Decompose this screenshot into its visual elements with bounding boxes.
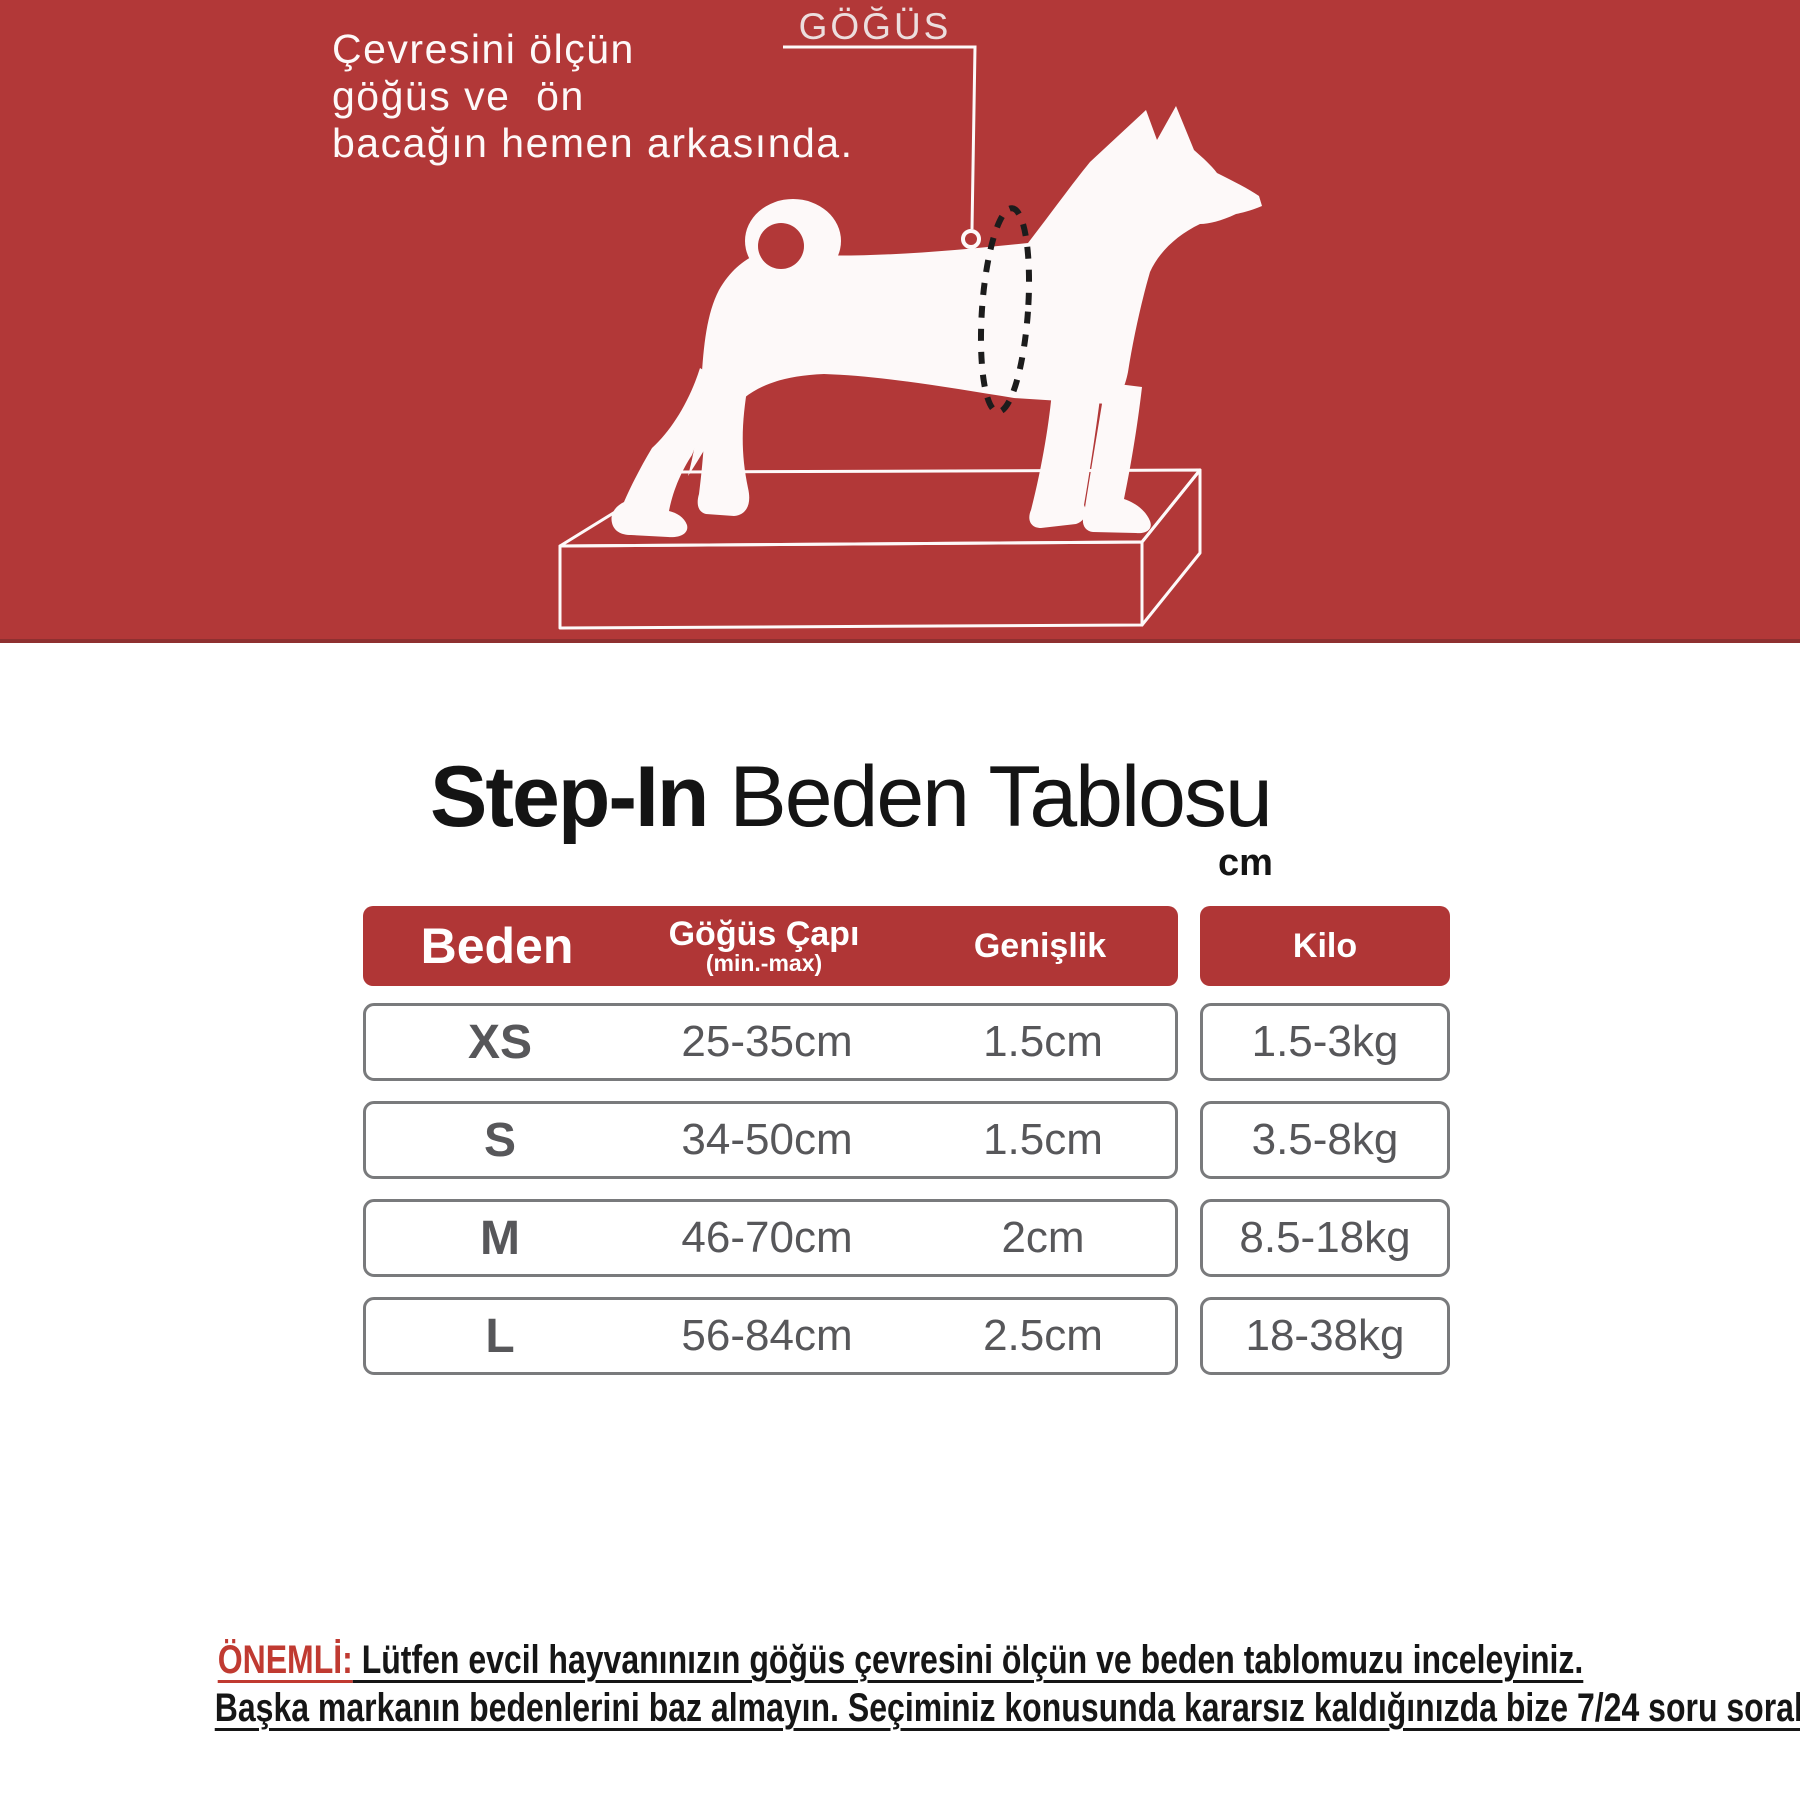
size-chart-title: Step-In Beden Tablosu bbox=[430, 748, 1273, 847]
header-chest-label: Göğüs Çapı bbox=[668, 915, 860, 953]
measurement-banner: Çevresini ölçün göğüs ve ön bacağın heme… bbox=[0, 0, 1800, 643]
row-weight-value: 8.5-18kg bbox=[1239, 1213, 1411, 1262]
title-product-name: Step-In bbox=[430, 749, 709, 845]
header-chest-subnote: (min.-max) bbox=[705, 950, 823, 976]
chest-point-label: GÖĞÜS bbox=[798, 6, 952, 47]
row-size-value: L bbox=[485, 1309, 515, 1363]
table-row-weight: 1.5-3kg bbox=[1200, 1003, 1450, 1081]
row-width-value: 2cm bbox=[1001, 1213, 1085, 1262]
table-row: M 46-70cm 2cm bbox=[363, 1199, 1178, 1277]
table-row-weight: 3.5-8kg bbox=[1200, 1101, 1450, 1179]
dog-silhouette bbox=[688, 106, 1262, 476]
row-size-value: M bbox=[480, 1211, 520, 1265]
title-suffix: Beden Tablosu bbox=[707, 749, 1272, 845]
important-note-line1: ÖNEMLİ: Lütfen evcil hayvanınızın göğüs … bbox=[0, 1638, 1800, 1683]
dog-tail-notch bbox=[758, 223, 804, 269]
table-header-main: Beden Göğüs Çapı (min.-max) Genişlik bbox=[363, 906, 1178, 986]
row-chest-value: 46-70cm bbox=[681, 1213, 853, 1262]
row-chest-value: 34-50cm bbox=[681, 1115, 853, 1164]
header-size: Beden bbox=[420, 918, 574, 974]
row-chest-value: 25-35cm bbox=[681, 1017, 853, 1066]
row-width-value: 2.5cm bbox=[983, 1311, 1103, 1360]
header-chest: Göğüs Çapı (min.-max) bbox=[669, 906, 860, 986]
header-weight-label: Kilo bbox=[1292, 926, 1358, 965]
row-width-value: 1.5cm bbox=[983, 1115, 1103, 1164]
important-label: ÖNEMLİ: bbox=[217, 1638, 353, 1682]
table-header-weight: Kilo bbox=[1200, 906, 1450, 986]
dog-measure-illustration bbox=[558, 45, 1262, 630]
important-note-line2: Başka markanın bedenlerini baz almayın. … bbox=[0, 1686, 1800, 1731]
chest-measure-ellipse bbox=[977, 205, 1033, 415]
unit-label: cm bbox=[1218, 842, 1273, 884]
table-row: XS 25-35cm 1.5cm bbox=[363, 1003, 1178, 1081]
important-note-text1: Lütfen evcil hayvanınızın göğüs çevresin… bbox=[352, 1638, 1583, 1682]
measure-instructions-line2: göğüs ve ön bbox=[332, 73, 585, 119]
header-width: Genişlik bbox=[973, 926, 1107, 965]
row-size-value: XS bbox=[467, 1015, 533, 1069]
row-weight-value: 3.5-8kg bbox=[1251, 1115, 1399, 1164]
measure-instructions: Çevresini ölçün göğüs ve ön bacağın heme… bbox=[332, 26, 854, 167]
row-width-value: 1.5cm bbox=[983, 1017, 1103, 1066]
row-chest-value: 56-84cm bbox=[681, 1311, 853, 1360]
pedestal-box bbox=[558, 468, 1202, 630]
important-note-text2: Başka markanın bedenlerini baz almayın. … bbox=[214, 1686, 1800, 1730]
chest-leader-line bbox=[783, 45, 981, 249]
table-row-weight: 18-38kg bbox=[1200, 1297, 1450, 1375]
table-row: L 56-84cm 2.5cm bbox=[363, 1297, 1178, 1375]
table-row: S 34-50cm 1.5cm bbox=[363, 1101, 1178, 1179]
table-row-weight: 8.5-18kg bbox=[1200, 1199, 1450, 1277]
measure-instructions-line1: Çevresini ölçün bbox=[332, 26, 635, 72]
row-size-value: S bbox=[483, 1113, 517, 1167]
row-weight-value: 1.5-3kg bbox=[1251, 1017, 1399, 1066]
measure-instructions-line3: bacağın hemen arkasında. bbox=[332, 120, 854, 166]
row-weight-value: 18-38kg bbox=[1245, 1311, 1405, 1360]
